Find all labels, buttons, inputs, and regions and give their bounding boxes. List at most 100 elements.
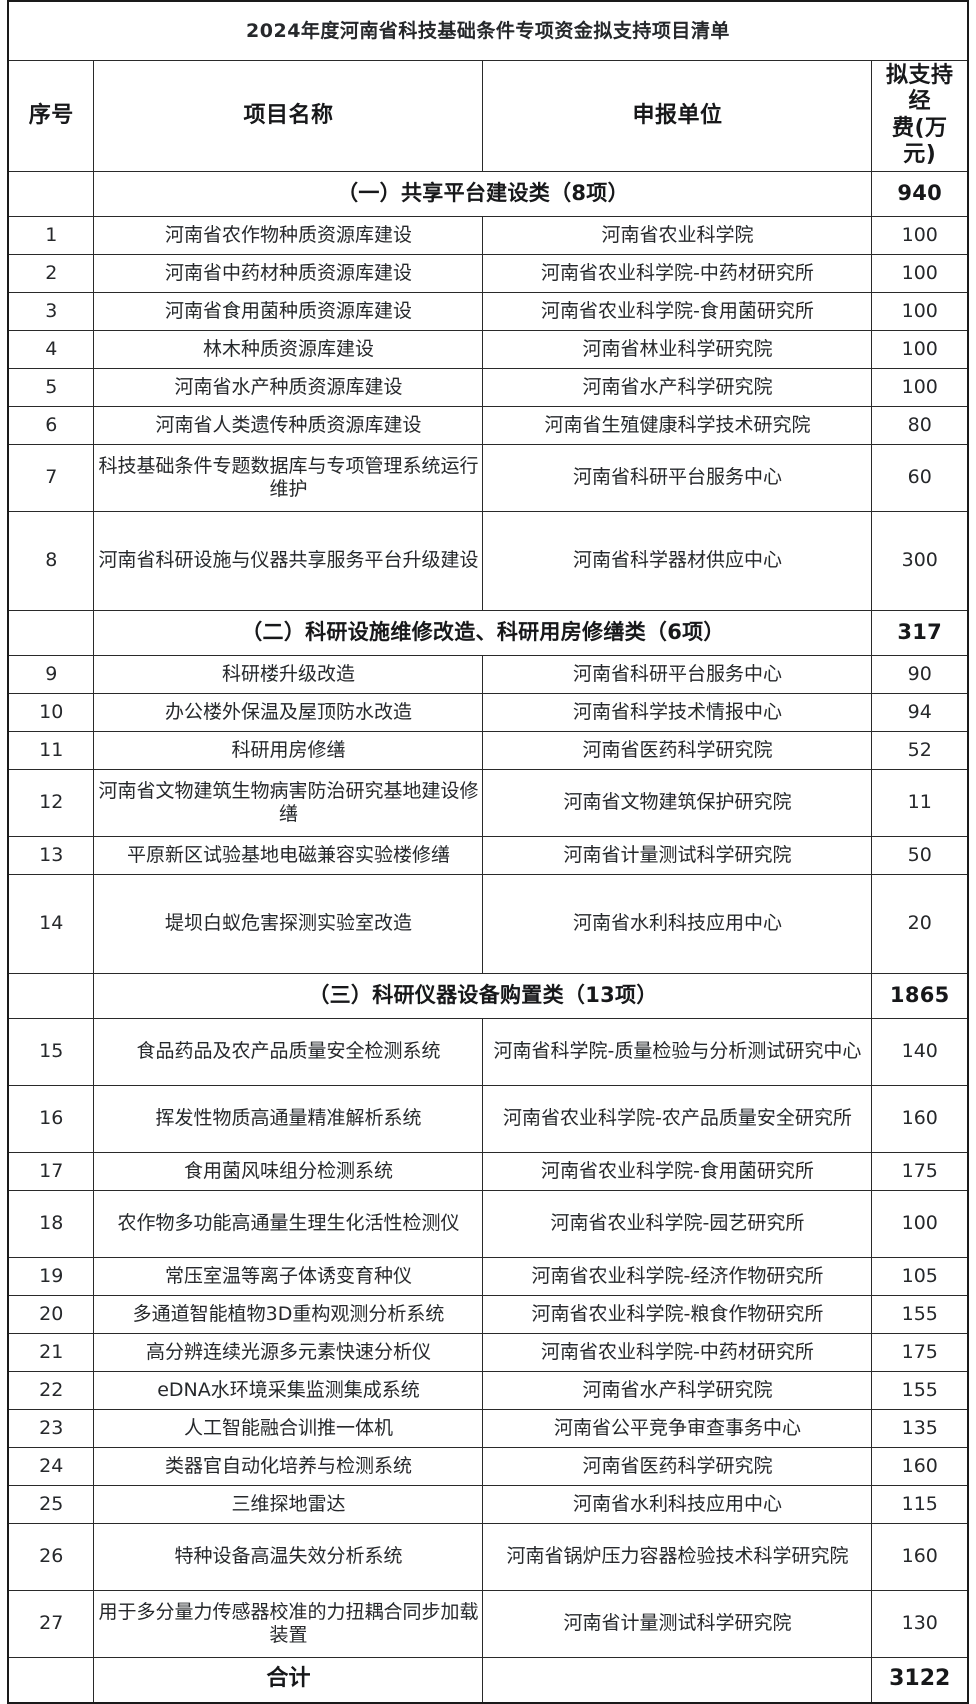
- cell-seq: 5: [7, 367, 95, 407]
- cell-fund: 160: [871, 1084, 969, 1153]
- cell-fund: 175: [871, 1332, 969, 1372]
- cell-seq: 1: [7, 215, 95, 255]
- cell-seq: 24: [7, 1446, 95, 1486]
- cell-fund: 20: [871, 873, 969, 974]
- table-row: 23 人工智能融合训推一体机 河南省公平竞争审查事务中心 135: [7, 1408, 969, 1448]
- cell-fund: 155: [871, 1294, 969, 1334]
- table-row: 21 高分辨连续光源多元素快速分析仪 河南省农业科学院-中药材研究所 175: [7, 1332, 969, 1372]
- cell-name: 高分辨连续光源多元素快速分析仪: [93, 1332, 484, 1372]
- column-header-unit: 申报单位: [482, 60, 873, 172]
- table-row: 7 科技基础条件专题数据库与专项管理系统运行维护 河南省科研平台服务中心 60: [7, 443, 969, 512]
- cell-fund: 140: [871, 1017, 969, 1086]
- section-title: （三）科研仪器设备购置类（13项）: [93, 972, 873, 1019]
- cell-name: 河南省中药材种质资源库建设: [93, 253, 484, 293]
- cell-name: eDNA水环境采集监测集成系统: [93, 1370, 484, 1410]
- cell-seq: 25: [7, 1484, 95, 1524]
- table-row: 5 河南省水产种质资源库建设 河南省水产科学研究院 100: [7, 367, 969, 407]
- table-row: 25 三维探地雷达 河南省水利科技应用中心 115: [7, 1484, 969, 1524]
- section-header-row: （一）共享平台建设类（8项） 940: [7, 170, 969, 217]
- cell-name: 挥发性物质高通量精准解析系统: [93, 1084, 484, 1153]
- cell-name: 三维探地雷达: [93, 1484, 484, 1524]
- cell-name: 平原新区试验基地电磁兼容实验楼修缮: [93, 835, 484, 875]
- cell-unit: 河南省农业科学院-园艺研究所: [482, 1189, 873, 1258]
- cell-name: 食用菌风味组分检测系统: [93, 1151, 484, 1191]
- cell-seq: 21: [7, 1332, 95, 1372]
- cell-name: 科研用房修缮: [93, 730, 484, 770]
- cell-seq: 12: [7, 768, 95, 837]
- cell-name: 科研楼升级改造: [93, 654, 484, 694]
- table-header-row: 序号 项目名称 申报单位 拟支持经 费(万元): [7, 60, 969, 172]
- cell-unit: 河南省农业科学院-食用菌研究所: [482, 291, 873, 331]
- cell-unit: 河南省农业科学院-粮食作物研究所: [482, 1294, 873, 1334]
- cell-seq: 26: [7, 1522, 95, 1591]
- section-seq-spacer: [7, 170, 95, 217]
- cell-name: 河南省农作物种质资源库建设: [93, 215, 484, 255]
- cell-fund: 60: [871, 443, 969, 512]
- table-row: 10 办公楼外保温及屋顶防水改造 河南省科学技术情报中心 94: [7, 692, 969, 732]
- table-row: 19 常压室温等离子体诱变育种仪 河南省农业科学院-经济作物研究所 105: [7, 1256, 969, 1296]
- cell-unit: 河南省水产科学研究院: [482, 1370, 873, 1410]
- cell-fund: 90: [871, 654, 969, 694]
- cell-unit: 河南省文物建筑保护研究院: [482, 768, 873, 837]
- cell-fund: 130: [871, 1589, 969, 1658]
- cell-name: 特种设备高温失效分析系统: [93, 1522, 484, 1591]
- cell-name: 河南省文物建筑生物病害防治研究基地建设修缮: [93, 768, 484, 837]
- table-row: 16 挥发性物质高通量精准解析系统 河南省农业科学院-农产品质量安全研究所 160: [7, 1084, 969, 1153]
- title-row: 2024年度河南省科技基础条件专项资金拟支持项目清单: [7, 0, 969, 61]
- cell-fund: 100: [871, 1189, 969, 1258]
- cell-seq: 23: [7, 1408, 95, 1448]
- table-row: 17 食用菌风味组分检测系统 河南省农业科学院-食用菌研究所 175: [7, 1151, 969, 1191]
- cell-name: 河南省科研设施与仪器共享服务平台升级建设: [93, 510, 484, 611]
- document-page: 2024年度河南省科技基础条件专项资金拟支持项目清单 序号 项目名称 申报单位 拟支持经…: [6, 0, 969, 1704]
- cell-seq: 4: [7, 329, 95, 369]
- total-value: 3122: [871, 1656, 969, 1704]
- cell-name: 河南省人类遗传种质资源库建设: [93, 405, 484, 445]
- cell-name: 人工智能融合训推一体机: [93, 1408, 484, 1448]
- cell-unit: 河南省农业科学院-中药材研究所: [482, 253, 873, 293]
- cell-seq: 2: [7, 253, 95, 293]
- cell-fund: 94: [871, 692, 969, 732]
- cell-seq: 8: [7, 510, 95, 611]
- column-header-fund: 拟支持经 费(万元): [871, 60, 969, 172]
- cell-name: 多通道智能植物3D重构观测分析系统: [93, 1294, 484, 1334]
- table-body: 2024年度河南省科技基础条件专项资金拟支持项目清单 序号 项目名称 申报单位 拟支持经…: [7, 0, 969, 1704]
- cell-seq: 10: [7, 692, 95, 732]
- table-row: 18 农作物多功能高通量生理生化活性检测仪 河南省农业科学院-园艺研究所 100: [7, 1189, 969, 1258]
- cell-unit: 河南省科学院-质量检验与分析测试研究中心: [482, 1017, 873, 1086]
- cell-seq: 9: [7, 654, 95, 694]
- cell-seq: 19: [7, 1256, 95, 1296]
- section-header-row: （二）科研设施维修改造、科研用房修缮类（6项） 317: [7, 609, 969, 656]
- cell-fund: 100: [871, 253, 969, 293]
- cell-fund: 80: [871, 405, 969, 445]
- table-row: 14 堤坝白蚁危害探测实验室改造 河南省水利科技应用中心 20: [7, 873, 969, 974]
- cell-fund: 160: [871, 1522, 969, 1591]
- table-row: 11 科研用房修缮 河南省医药科学研究院 52: [7, 730, 969, 770]
- cell-seq: 14: [7, 873, 95, 974]
- cell-unit: 河南省水产科学研究院: [482, 367, 873, 407]
- column-header-name: 项目名称: [93, 60, 484, 172]
- cell-seq: 13: [7, 835, 95, 875]
- table-row: 12 河南省文物建筑生物病害防治研究基地建设修缮 河南省文物建筑保护研究院 11: [7, 768, 969, 837]
- cell-unit: 河南省计量测试科学研究院: [482, 835, 873, 875]
- cell-fund: 100: [871, 367, 969, 407]
- cell-unit: 河南省医药科学研究院: [482, 1446, 873, 1486]
- section-subtotal: 940: [871, 170, 969, 217]
- cell-fund: 105: [871, 1256, 969, 1296]
- table-row: 24 类器官自动化培养与检测系统 河南省医药科学研究院 160: [7, 1446, 969, 1486]
- table-row: 4 林木种质资源库建设 河南省林业科学研究院 100: [7, 329, 969, 369]
- cell-unit: 河南省公平竞争审查事务中心: [482, 1408, 873, 1448]
- section-subtotal: 317: [871, 609, 969, 656]
- cell-unit: 河南省科学技术情报中心: [482, 692, 873, 732]
- cell-seq: 15: [7, 1017, 95, 1086]
- cell-name: 林木种质资源库建设: [93, 329, 484, 369]
- table-row: 20 多通道智能植物3D重构观测分析系统 河南省农业科学院-粮食作物研究所 155: [7, 1294, 969, 1334]
- total-row: 合计 3122: [7, 1656, 969, 1704]
- cell-unit: 河南省水利科技应用中心: [482, 1484, 873, 1524]
- cell-fund: 135: [871, 1408, 969, 1448]
- cell-fund: 115: [871, 1484, 969, 1524]
- section-title: （二）科研设施维修改造、科研用房修缮类（6项）: [93, 609, 873, 656]
- cell-name: 河南省食用菌种质资源库建设: [93, 291, 484, 331]
- table-row: 15 食品药品及农产品质量安全检测系统 河南省科学院-质量检验与分析测试研究中心 14…: [7, 1017, 969, 1086]
- cell-fund: 100: [871, 215, 969, 255]
- cell-seq: 27: [7, 1589, 95, 1658]
